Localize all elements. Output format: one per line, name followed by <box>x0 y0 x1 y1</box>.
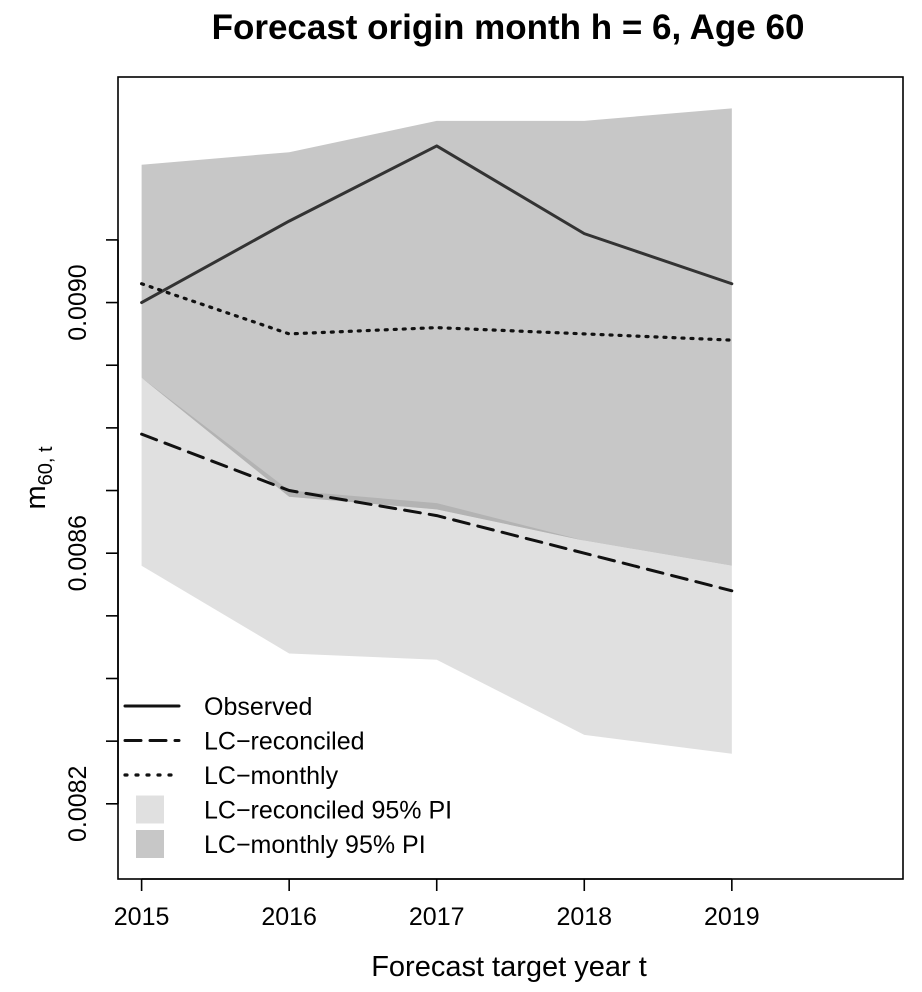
y-axis-title-sub: 60, t <box>35 446 57 485</box>
x-tick-label: 2016 <box>261 903 317 931</box>
plot-area <box>140 108 734 754</box>
y-axis: 0.0082 0.0086 0.0090 <box>64 239 119 842</box>
series-line-1 <box>140 432 734 593</box>
x-tick-label: 2015 <box>114 903 170 931</box>
x-axis: 2015 2016 2017 2018 2019 <box>114 878 760 931</box>
x-tick-label: 2018 <box>556 903 612 931</box>
legend-label: Observed <box>204 693 312 721</box>
legend-swatch-box <box>136 795 164 824</box>
series-line-0 <box>140 144 734 305</box>
y-axis-title: m60, t <box>20 446 57 510</box>
y-tick-label: 0.0090 <box>64 264 92 340</box>
band-lc-reconciled-pi <box>141 377 732 754</box>
x-tick-label: 2017 <box>409 903 465 931</box>
chart-title: Forecast origin month h = 6, Age 60 <box>212 8 805 47</box>
x-tick-label: 2019 <box>704 903 760 931</box>
legend-label: LC−reconciled 95% PI <box>204 797 452 825</box>
band-overlap <box>141 377 732 566</box>
legend-swatch-box <box>136 830 164 858</box>
x-axis-title: Forecast target year t <box>371 951 647 983</box>
legend: Observed LC−reconciled LC−monthly LC−reconc… <box>123 693 452 859</box>
legend-label: LC−monthly <box>204 762 339 790</box>
y-tick-label: 0.0086 <box>64 515 92 591</box>
series-layer <box>140 144 734 593</box>
legend-label: LC−monthly 95% PI <box>204 831 426 859</box>
legend-label: LC−reconciled <box>204 728 365 756</box>
y-axis-title-main: m <box>20 485 52 509</box>
y-tick-label: 0.0082 <box>64 766 92 842</box>
